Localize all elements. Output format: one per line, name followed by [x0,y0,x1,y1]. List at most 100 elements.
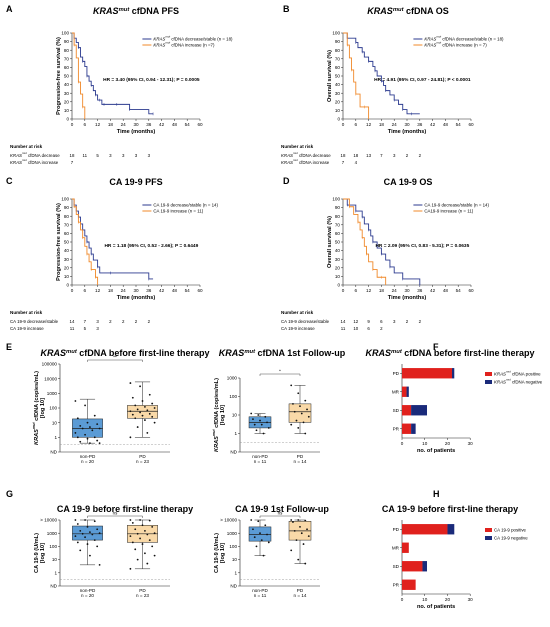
risk-value: 14 [341,319,346,324]
data-point [253,423,256,426]
y-tick-label: 70 [64,222,70,227]
data-point [297,392,300,395]
chart-title: KRASmut cfDNA PFS [93,6,179,16]
panel-label-b: B [283,4,290,14]
y-tick-label: ND [50,450,57,455]
y-tick-label: 100 [61,197,69,202]
y-axis-label-line1: KRASmut cfDNA (copies/mL) [212,378,220,452]
data-point [146,533,149,536]
data-point [151,402,154,405]
y-tick-label: 10 [335,274,341,279]
data-point [129,519,132,521]
significance-label: ** [113,355,117,360]
bar-segment [452,368,455,379]
y-tick-label: 60 [64,65,70,70]
group-n-label: n = 23 [136,459,149,464]
data-point [136,532,139,535]
x-tick-label: 60 [197,288,203,293]
km-curve-blue [72,32,154,115]
x-tick-label: 24 [392,288,398,293]
data-point [262,432,265,435]
risk-value: 2 [419,153,422,158]
data-point [306,408,308,411]
risk-value: 3 [96,319,99,324]
bar-panel-f: KRASmut cfDNA before first-line therapy 0… [366,348,543,454]
x-tick-label: 30 [404,122,410,127]
chart-title: KRASmut cfDNA 1st Follow-up [219,348,346,358]
x-tick-label: 0 [71,122,74,127]
bar-segment [422,561,428,572]
chart-title: CA 19-9 PFS [109,177,162,187]
x-tick-label: 48 [443,288,449,293]
y-tick-label: 60 [335,231,341,236]
x-tick-label: 6 [84,122,87,127]
significance-bracket [259,515,301,518]
y-tick-label: 100 [61,31,69,36]
data-point [76,417,79,420]
risk-value: 2 [419,319,422,324]
km-panel-b: KRASmut cfDNA OS 0 10 20 30 40 50 60 70 80 90 100 0 6… [281,6,504,165]
y-tick-label: 1000 [227,531,238,536]
risk-table-header: Number at risk [10,144,43,149]
risk-row-label: KRASmut cfDNA decrease [10,151,60,158]
x-tick-label: 30 [468,597,474,602]
data-point [93,520,96,523]
legend-entry: KRASmut cfDNA decrease/stable (n = 18) [153,35,233,42]
y-tick-label: 40 [335,82,341,87]
data-point [307,535,310,538]
data-point [259,532,261,535]
risk-value: 2 [109,319,112,324]
x-tick-label: 54 [185,288,191,293]
legend-entry: CA 19-9 decrease/stable (n = 14) [424,203,489,208]
data-point [79,425,82,427]
y-tick-label: 30 [335,257,341,262]
data-point [146,432,149,434]
data-point [262,554,265,557]
bar-segment [411,423,416,434]
y-axis-label-line1: CA 19-9 (U/mL) [34,533,40,573]
data-point [153,421,156,424]
y-tick-label: 100 [332,197,340,202]
y-tick-label: 30 [64,257,70,262]
data-point [76,523,79,525]
x-tick-label: 12 [95,122,101,127]
significance-label: ns [278,511,283,516]
data-point [151,545,154,548]
data-point [290,519,293,521]
y-tick-label: 70 [335,56,341,61]
data-point [141,400,144,402]
y-tick-label: 80 [64,214,70,219]
risk-value: 3 [96,326,99,331]
legend-entry: CA 19-9 decrease/stable (n = 14) [153,203,218,208]
group-label: PD [139,588,146,593]
y-axis-label-line1: KRASmut cfDNA (copies/mL) [32,371,40,445]
y-tick-label: 10 [232,413,238,418]
data-point [302,543,305,545]
x-tick-label: 36 [417,288,423,293]
bar-segment [402,561,423,572]
box-panel-g1: CA 19-9 before first-line therapy> 10000… [34,504,193,598]
panel-label-d: D [283,176,290,186]
x-tick-label: 24 [121,122,127,127]
group-label: non-PD [252,588,268,593]
y-tick-label: 40 [335,248,341,253]
data-point [79,549,82,552]
y-axis-label-line2: [log 10] [220,405,226,425]
x-tick-label: 42 [159,288,165,293]
data-point [79,529,82,532]
data-point [144,419,146,421]
data-point [297,427,300,429]
x-tick-label: 12 [366,122,372,127]
risk-row-label: KRASmut cfDNA decrease [281,151,331,158]
data-point [76,541,79,544]
data-point [260,423,263,426]
data-point [297,558,300,561]
data-point [250,412,253,415]
legend-swatch [485,528,492,532]
group-label: PD [139,454,146,459]
y-axis-label-line1: CA 19-9 (U/mL) [214,533,220,573]
chart-title: CA 19-9 1st Follow-up [235,504,329,514]
risk-table-header: Number at risk [10,310,43,315]
risk-value: 3 [393,319,396,324]
y-axis-label: Progression-free survival (%) [56,203,62,281]
